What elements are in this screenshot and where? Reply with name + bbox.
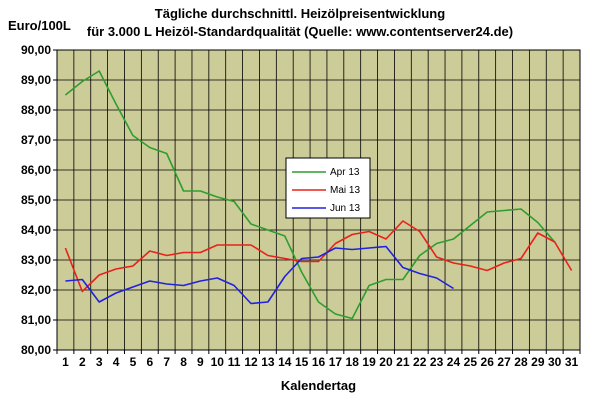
x-tick-label: 25 [464,355,478,369]
x-tick-label: 30 [548,355,562,369]
x-tick-label: 11 [228,355,241,369]
y-tick-label: 85,00 [21,193,51,207]
series-line-apr-13 [64,70,556,320]
x-tick-label: 9 [197,355,204,369]
y-tick-label: 89,00 [21,73,51,87]
y-tick-label: 87,00 [21,133,51,147]
series-line-mai-13 [64,220,573,293]
legend-label: Apr 13 [330,167,360,178]
x-tick-label: 13 [261,355,275,369]
x-tick-label: 17 [329,355,343,369]
y-axis-label: Euro/100L [8,18,71,33]
x-tick-label: 10 [211,355,225,369]
x-tick-label: 22 [413,355,427,369]
chart-subtitle: für 3.000 L Heizöl-Standardqualität (Que… [86,24,514,39]
x-tick-label: 5 [130,355,137,369]
x-tick-label: 20 [379,355,393,369]
x-tick-label: 1 [62,355,69,369]
legend-label: Mai 13 [330,185,360,196]
y-tick-label: 84,00 [21,223,51,237]
legend-label: Jun 13 [330,203,360,214]
x-tick-label: 23 [430,355,444,369]
x-tick-label: 21 [396,355,410,369]
y-tick-label: 82,00 [21,283,51,297]
series-line-jun-13 [65,245,454,305]
x-tick-label: 12 [244,355,258,369]
x-tick-label: 2 [79,355,86,369]
x-tick-label: 18 [346,355,360,369]
x-tick-label: 15 [295,355,309,369]
x-tick-label: 8 [180,355,187,369]
x-tick-label: 29 [531,355,545,369]
x-tick-label: 14 [278,355,292,369]
y-tick-label: 88,00 [21,103,51,117]
y-tick-label: 86,00 [21,163,51,177]
y-tick-label: 83,00 [21,253,51,267]
x-tick-label: 26 [481,355,495,369]
x-tick-label: 27 [497,355,511,369]
x-tick-label: 16 [312,355,326,369]
x-tick-label: 24 [447,355,461,369]
y-tick-label: 80,00 [21,343,51,357]
y-tick-label: 81,00 [21,313,51,327]
chart-title: Tägliche durchschnittl. Heizölpreisentwi… [154,6,446,21]
x-axis-label: Kalendertag [281,378,356,393]
x-tick-label: 4 [113,355,120,369]
x-tick-label: 3 [96,355,103,369]
x-tick-label: 7 [163,355,170,369]
x-tick-label: 31 [565,355,579,369]
x-tick-label: 28 [514,355,528,369]
x-tick-label: 19 [362,355,376,369]
y-tick-label: 90,00 [21,43,51,57]
x-tick-label: 6 [146,355,153,369]
